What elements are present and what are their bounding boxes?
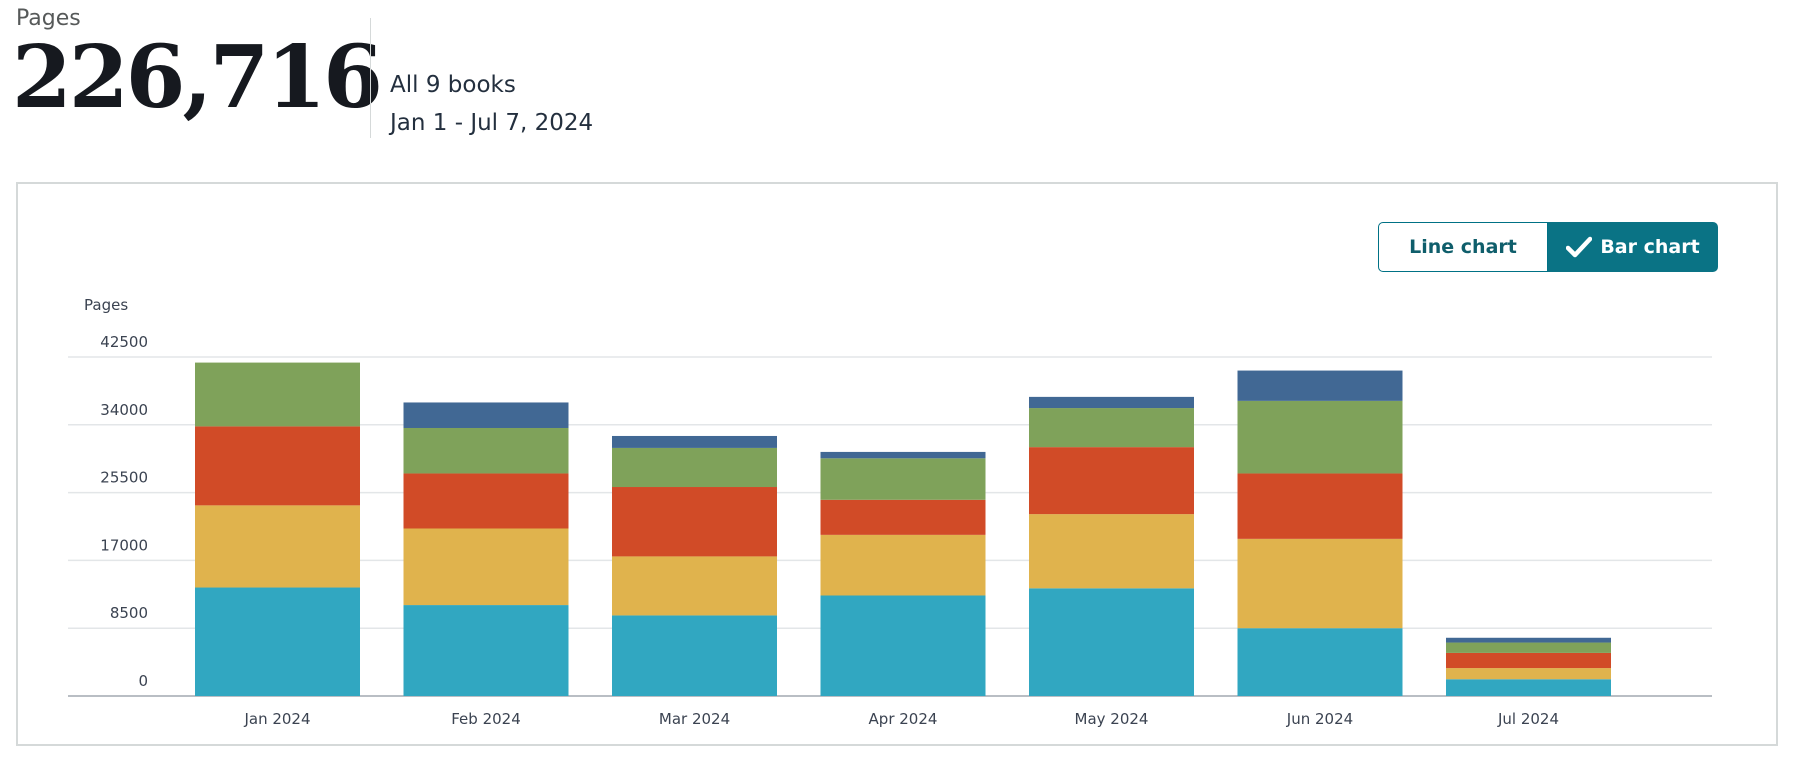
x-tick-label: Jun 2024	[1286, 710, 1353, 728]
bar-segment	[820, 534, 986, 596]
bar-segment	[612, 447, 777, 488]
y-tick-label: 34000	[100, 401, 148, 419]
x-tick-label: May 2024	[1075, 710, 1149, 728]
bar-segment	[1029, 396, 1194, 409]
book-scope-text: All 9 books	[390, 72, 516, 98]
bar-segment	[612, 615, 777, 696]
bar-segment	[1237, 473, 1403, 539]
bar-segment	[820, 458, 986, 500]
bar-segment	[1446, 652, 1611, 669]
date-range-text: Jan 1 - Jul 7, 2024	[390, 110, 594, 136]
bar-chart-label: Bar chart	[1600, 236, 1700, 258]
bar-segment	[1446, 642, 1611, 653]
total-pages-value: 226,716	[12, 27, 383, 128]
line-chart-label: Line chart	[1409, 236, 1517, 258]
x-tick-label: Apr 2024	[869, 710, 938, 728]
bar-segment	[403, 528, 569, 606]
bar-segment	[820, 595, 986, 696]
bar-segment	[403, 427, 569, 474]
bar-segment	[612, 435, 777, 448]
metric-divider	[370, 18, 371, 138]
x-tick-label: Jul 2024	[1497, 710, 1559, 728]
bar-segment	[820, 499, 986, 535]
y-tick-label: 8500	[110, 604, 148, 622]
x-tick-label: Feb 2024	[451, 710, 521, 728]
bar-segment	[1446, 679, 1611, 696]
bar-segment	[1029, 447, 1194, 515]
chart-card: Line chart Bar chart Pages 0 8500 17000 2550…	[16, 182, 1778, 746]
bar-segment	[1237, 538, 1403, 629]
bar-segment	[820, 451, 986, 459]
bar-segment	[403, 473, 569, 529]
check-icon	[1566, 236, 1593, 258]
y-tick-label: 0	[138, 672, 148, 690]
bar-segment	[1446, 668, 1611, 680]
stacked-bar-chart: Pages 0 8500 17000 25500 34000 42500 Jan 2024 Fe…	[68, 296, 1712, 728]
line-chart-button[interactable]: Line chart	[1378, 222, 1548, 272]
chart-type-toggle: Line chart Bar chart	[1378, 222, 1718, 272]
bar-segment	[195, 362, 360, 427]
bar-segment	[1446, 637, 1611, 643]
bar-segment	[612, 556, 777, 616]
x-tick-label: Mar 2024	[659, 710, 730, 728]
bar-chart-button[interactable]: Bar chart	[1548, 222, 1718, 272]
bar-segment	[1029, 408, 1194, 448]
bar-segment	[1029, 588, 1194, 696]
y-tick-label: 17000	[100, 536, 148, 554]
bar-segment	[195, 505, 360, 588]
bar-segment	[1237, 400, 1403, 474]
bar-segment	[1237, 370, 1403, 401]
bar-segment	[403, 605, 569, 696]
bar-segment	[1237, 628, 1403, 696]
bar-segment	[1029, 514, 1194, 589]
y-tick-label: 25500	[100, 469, 148, 487]
y-tick-label: 42500	[100, 333, 148, 351]
y-axis-label: Pages	[84, 296, 128, 314]
metric-label: Pages	[16, 6, 81, 31]
bar-segment	[195, 426, 360, 506]
bar-segment	[195, 587, 360, 696]
bar-segment	[612, 487, 777, 557]
bar-segment	[403, 402, 569, 428]
x-tick-label: Jan 2024	[243, 710, 310, 728]
